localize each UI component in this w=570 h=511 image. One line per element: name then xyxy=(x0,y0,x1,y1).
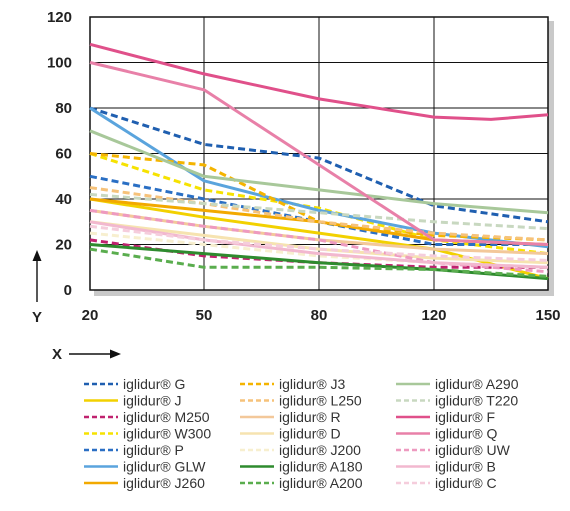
legend-label: iglidur® C xyxy=(435,475,497,491)
x-tick-label: 20 xyxy=(82,307,99,324)
legend-label: iglidur® J200 xyxy=(279,442,361,458)
legend-label: iglidur® J xyxy=(123,393,182,409)
y-tick-label: 20 xyxy=(55,237,72,254)
series-line xyxy=(89,243,549,281)
x-tick-label: 80 xyxy=(311,307,328,324)
legend-label: iglidur® A290 xyxy=(435,376,519,392)
series-line xyxy=(89,152,549,256)
legend-label: iglidur® F xyxy=(435,409,495,425)
y-tick-label: 120 xyxy=(47,9,72,26)
series-line xyxy=(89,208,549,256)
x-tick-label: 120 xyxy=(421,307,446,324)
series-line xyxy=(89,106,549,224)
series-line xyxy=(89,42,549,121)
legend-label: iglidur® B xyxy=(435,459,496,475)
series-line xyxy=(89,186,549,242)
legend-label: iglidur® L250 xyxy=(279,393,362,409)
legend-label: iglidur® G xyxy=(123,376,185,392)
legend-label: iglidur® R xyxy=(279,409,341,425)
legend-label: iglidur® A200 xyxy=(279,475,363,491)
legend-label: iglidur® GLW xyxy=(123,459,206,475)
y-tick-label: 0 xyxy=(64,282,72,299)
legend-label: iglidur® UW xyxy=(435,442,511,458)
y-tick-label: 100 xyxy=(47,55,72,72)
legend-label: iglidur® W300 xyxy=(123,426,211,442)
x-axis-arrow-head xyxy=(110,349,121,359)
series-line xyxy=(89,220,549,269)
legend-label: iglidur® A180 xyxy=(279,459,363,475)
plot-shadow-bottom xyxy=(94,290,554,296)
series-line xyxy=(89,61,549,246)
x-tick-label: 150 xyxy=(535,307,560,324)
legend-label: iglidur® P xyxy=(123,442,184,458)
legend-label: iglidur® J260 xyxy=(123,475,205,491)
plot-shadow-right xyxy=(548,21,554,296)
legend-label: iglidur® D xyxy=(279,426,341,442)
y-tick-label: 60 xyxy=(55,146,72,163)
series-line xyxy=(89,129,549,215)
y-axis-label: Y xyxy=(32,309,42,326)
y-tick-label: 40 xyxy=(55,191,72,208)
x-tick-label: 50 xyxy=(196,307,213,324)
legend-label: iglidur® Q xyxy=(435,426,498,442)
x-axis-label: X xyxy=(52,346,62,363)
y-axis-arrow-head xyxy=(32,250,42,261)
legend-label: iglidur® T220 xyxy=(435,393,518,409)
legend-label: iglidur® J3 xyxy=(279,376,346,392)
y-tick-label: 80 xyxy=(55,100,72,117)
series-line xyxy=(89,220,549,265)
legend-label: iglidur® M250 xyxy=(123,409,210,425)
